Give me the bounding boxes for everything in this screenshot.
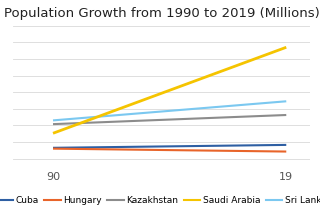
Legend: Cuba, Hungary, Kazakhstan, Saudi Arabia, Sri Lanka: Cuba, Hungary, Kazakhstan, Saudi Arabia,… <box>0 193 320 209</box>
Title: Population Growth from 1990 to 2019 (Millions): Population Growth from 1990 to 2019 (Mil… <box>4 7 319 20</box>
